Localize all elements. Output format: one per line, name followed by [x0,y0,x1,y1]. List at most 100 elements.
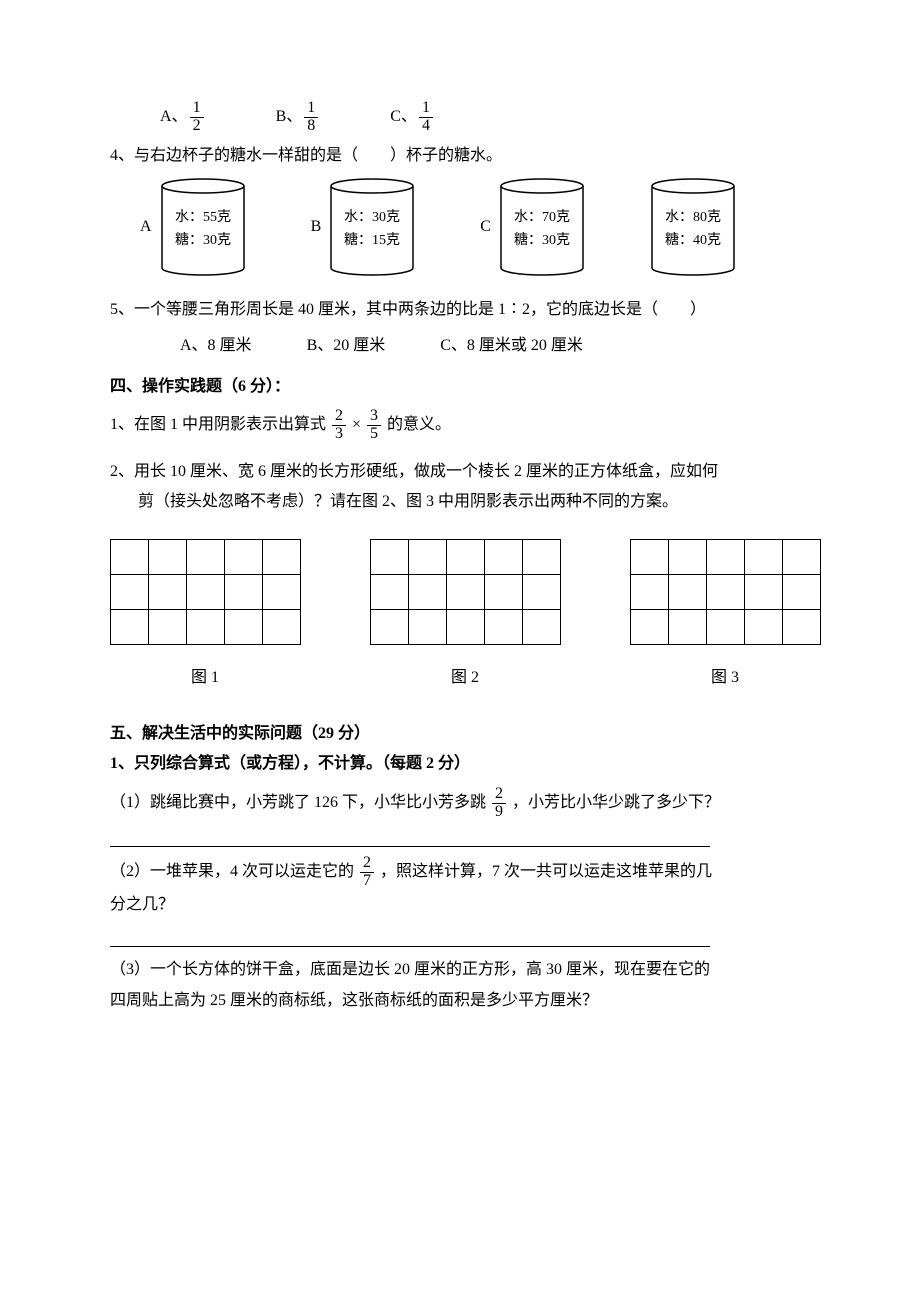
grid-cell [446,574,485,610]
grid-cell [782,574,821,610]
cylinder-sugar-text: 糖：30克 [175,232,231,248]
q-text: 的意义。 [387,416,451,433]
grid-cell [262,609,301,645]
q4-text: 4、与右边杯子的糖水一样甜的是（ ）杯子的糖水。 [110,141,820,171]
section5-sub1: （1）跳绳比赛中，小芳跳了 126 下，小华比小芳多跳 2 9 ，小芳比小华少跳… [110,786,820,821]
cylinder-water-text: 水：70克 [514,209,570,225]
fraction-num: 2 [495,786,503,803]
grid-cell [522,574,561,610]
cylinder-icon: 水：70克糖：30克 [499,177,585,277]
cylinder-letter: C [480,212,491,242]
grid-cell [186,539,225,575]
grid-cell [408,539,447,575]
grid-cell [706,574,745,610]
fraction-den: 8 [304,117,318,135]
grid-cell [408,574,447,610]
fraction-num: 2 [363,855,371,872]
grid-cell [224,539,263,575]
q5-option-a: A、8 厘米 [180,331,252,361]
section4-q2-line2: 剪（接头处忽略不考虑）？请在图 2、图 3 中用阴影表示出两种不同的方案。 [110,487,820,517]
grid-label-1: 图 1 [110,663,300,693]
fraction-den: 7 [360,872,374,890]
fraction: 1 4 [419,100,433,135]
fraction: 1 8 [304,100,318,135]
grid-5x3 [370,540,560,645]
q-text: （2）一堆苹果，4 次可以运走它的 [110,863,354,880]
grid-cell [262,574,301,610]
q5-text: 5、一个等腰三角形周长是 40 厘米，其中两条边的比是 1∶2，它的底边长是（ … [110,295,820,325]
cylinder-icon: 水：55克糖：30克 [160,177,246,277]
section5-sub3-line1: （3）一个长方体的饼干盒，底面是边长 20 厘米的正方形，高 30 厘米，现在要… [110,955,820,985]
grid-label-3: 图 3 [630,663,820,693]
fraction-num: 2 [335,408,343,425]
grid-cell [148,574,187,610]
grid-cell [370,609,409,645]
fraction: 3 5 [367,408,381,443]
grid-cell [782,539,821,575]
fraction-den: 2 [190,117,204,135]
q3-letter: B、 [276,102,303,132]
cylinder-water-text: 水：80克 [665,209,721,225]
cylinder-letter: B [311,212,322,242]
fraction: 2 3 [332,408,346,443]
grid-cell [370,574,409,610]
cylinder-sugar-text: 糖：40克 [665,232,721,248]
cylinder-sugar-text: 糖：15克 [344,232,400,248]
grid-cell [630,609,669,645]
answer-line [110,946,710,947]
grid-cell [370,539,409,575]
cylinder-icon: 水：80克糖：40克 [650,177,736,277]
fraction-num: 1 [307,100,315,117]
cylinder-item: 水：80克糖：40克 [650,177,736,277]
q-text: ，小芳比小华少跳了多少下？ [512,794,720,811]
grid-cell [148,609,187,645]
cylinder-icon: 水：30克糖：15克 [329,177,415,277]
fraction-num: 1 [193,100,201,117]
section5-sub3-line2: 四周贴上高为 25 厘米的商标纸，这张商标纸的面积是多少平方厘米？ [110,986,820,1016]
grid-cell [706,539,745,575]
cylinder-water-text: 水：30克 [344,209,400,225]
q3-option-c: C、 1 4 [390,100,435,135]
section5-q1-head: 1、只列综合算式（或方程），不计算。（每题 2 分） [110,749,820,779]
grid-cell [262,539,301,575]
q-text: × [352,416,361,433]
section5-title: 五、解决生活中的实际问题（29 分） [110,719,820,749]
grid-cell [484,609,523,645]
grid-cell [668,539,707,575]
grid-cell [148,539,187,575]
grid-cell [744,574,783,610]
q-text: ，照这样计算，7 次一共可以运走这堆苹果的几 [380,863,712,880]
cylinder-item: C 水：70克糖：30克 [480,177,585,277]
grid-cell [408,609,447,645]
q5-option-c: C、8 厘米或 20 厘米 [440,331,583,361]
fraction: 1 2 [190,100,204,135]
cylinder-item: A水：55克糖：30克 [140,177,246,277]
fraction-den: 3 [332,425,346,443]
q5-options-row: A、8 厘米 B、20 厘米 C、8 厘米或 20 厘米 [110,331,820,361]
cylinder-sugar-text: 糖：30克 [514,232,570,248]
q3-options-row: A、 1 2 B、 1 8 C、 1 4 [110,100,820,135]
answer-line [110,846,710,847]
q3-letter: A、 [160,102,188,132]
section5-sub2: （2）一堆苹果，4 次可以运走它的 2 7 ，照这样计算，7 次一共可以运走这堆… [110,855,820,890]
q5-option-b: B、20 厘米 [307,331,386,361]
q-text: 1、在图 1 中用阴影表示出算式 [110,416,330,433]
grid-5x3 [110,540,300,645]
section5-sub2-line2: 分之几？ [110,890,820,920]
grid-cell [668,574,707,610]
q-text: （1）跳绳比赛中，小芳跳了 126 下，小华比小芳多跳 [110,794,490,811]
grid-cell [110,574,149,610]
grid-cell [630,539,669,575]
q3-letter: C、 [390,102,417,132]
q3-option-a: A、 1 2 [160,100,206,135]
cylinder-water-text: 水：55克 [175,209,231,225]
grid-cell [224,574,263,610]
fraction-den: 5 [367,425,381,443]
cylinder-item: B水：30克糖：15克 [311,177,416,277]
q3-option-b: B、 1 8 [276,100,321,135]
grid-labels-row: 图 1 图 2 图 3 [110,663,820,693]
grid-cell [484,574,523,610]
grid-cell [224,609,263,645]
grid-cell [668,609,707,645]
fraction-num: 3 [370,408,378,425]
